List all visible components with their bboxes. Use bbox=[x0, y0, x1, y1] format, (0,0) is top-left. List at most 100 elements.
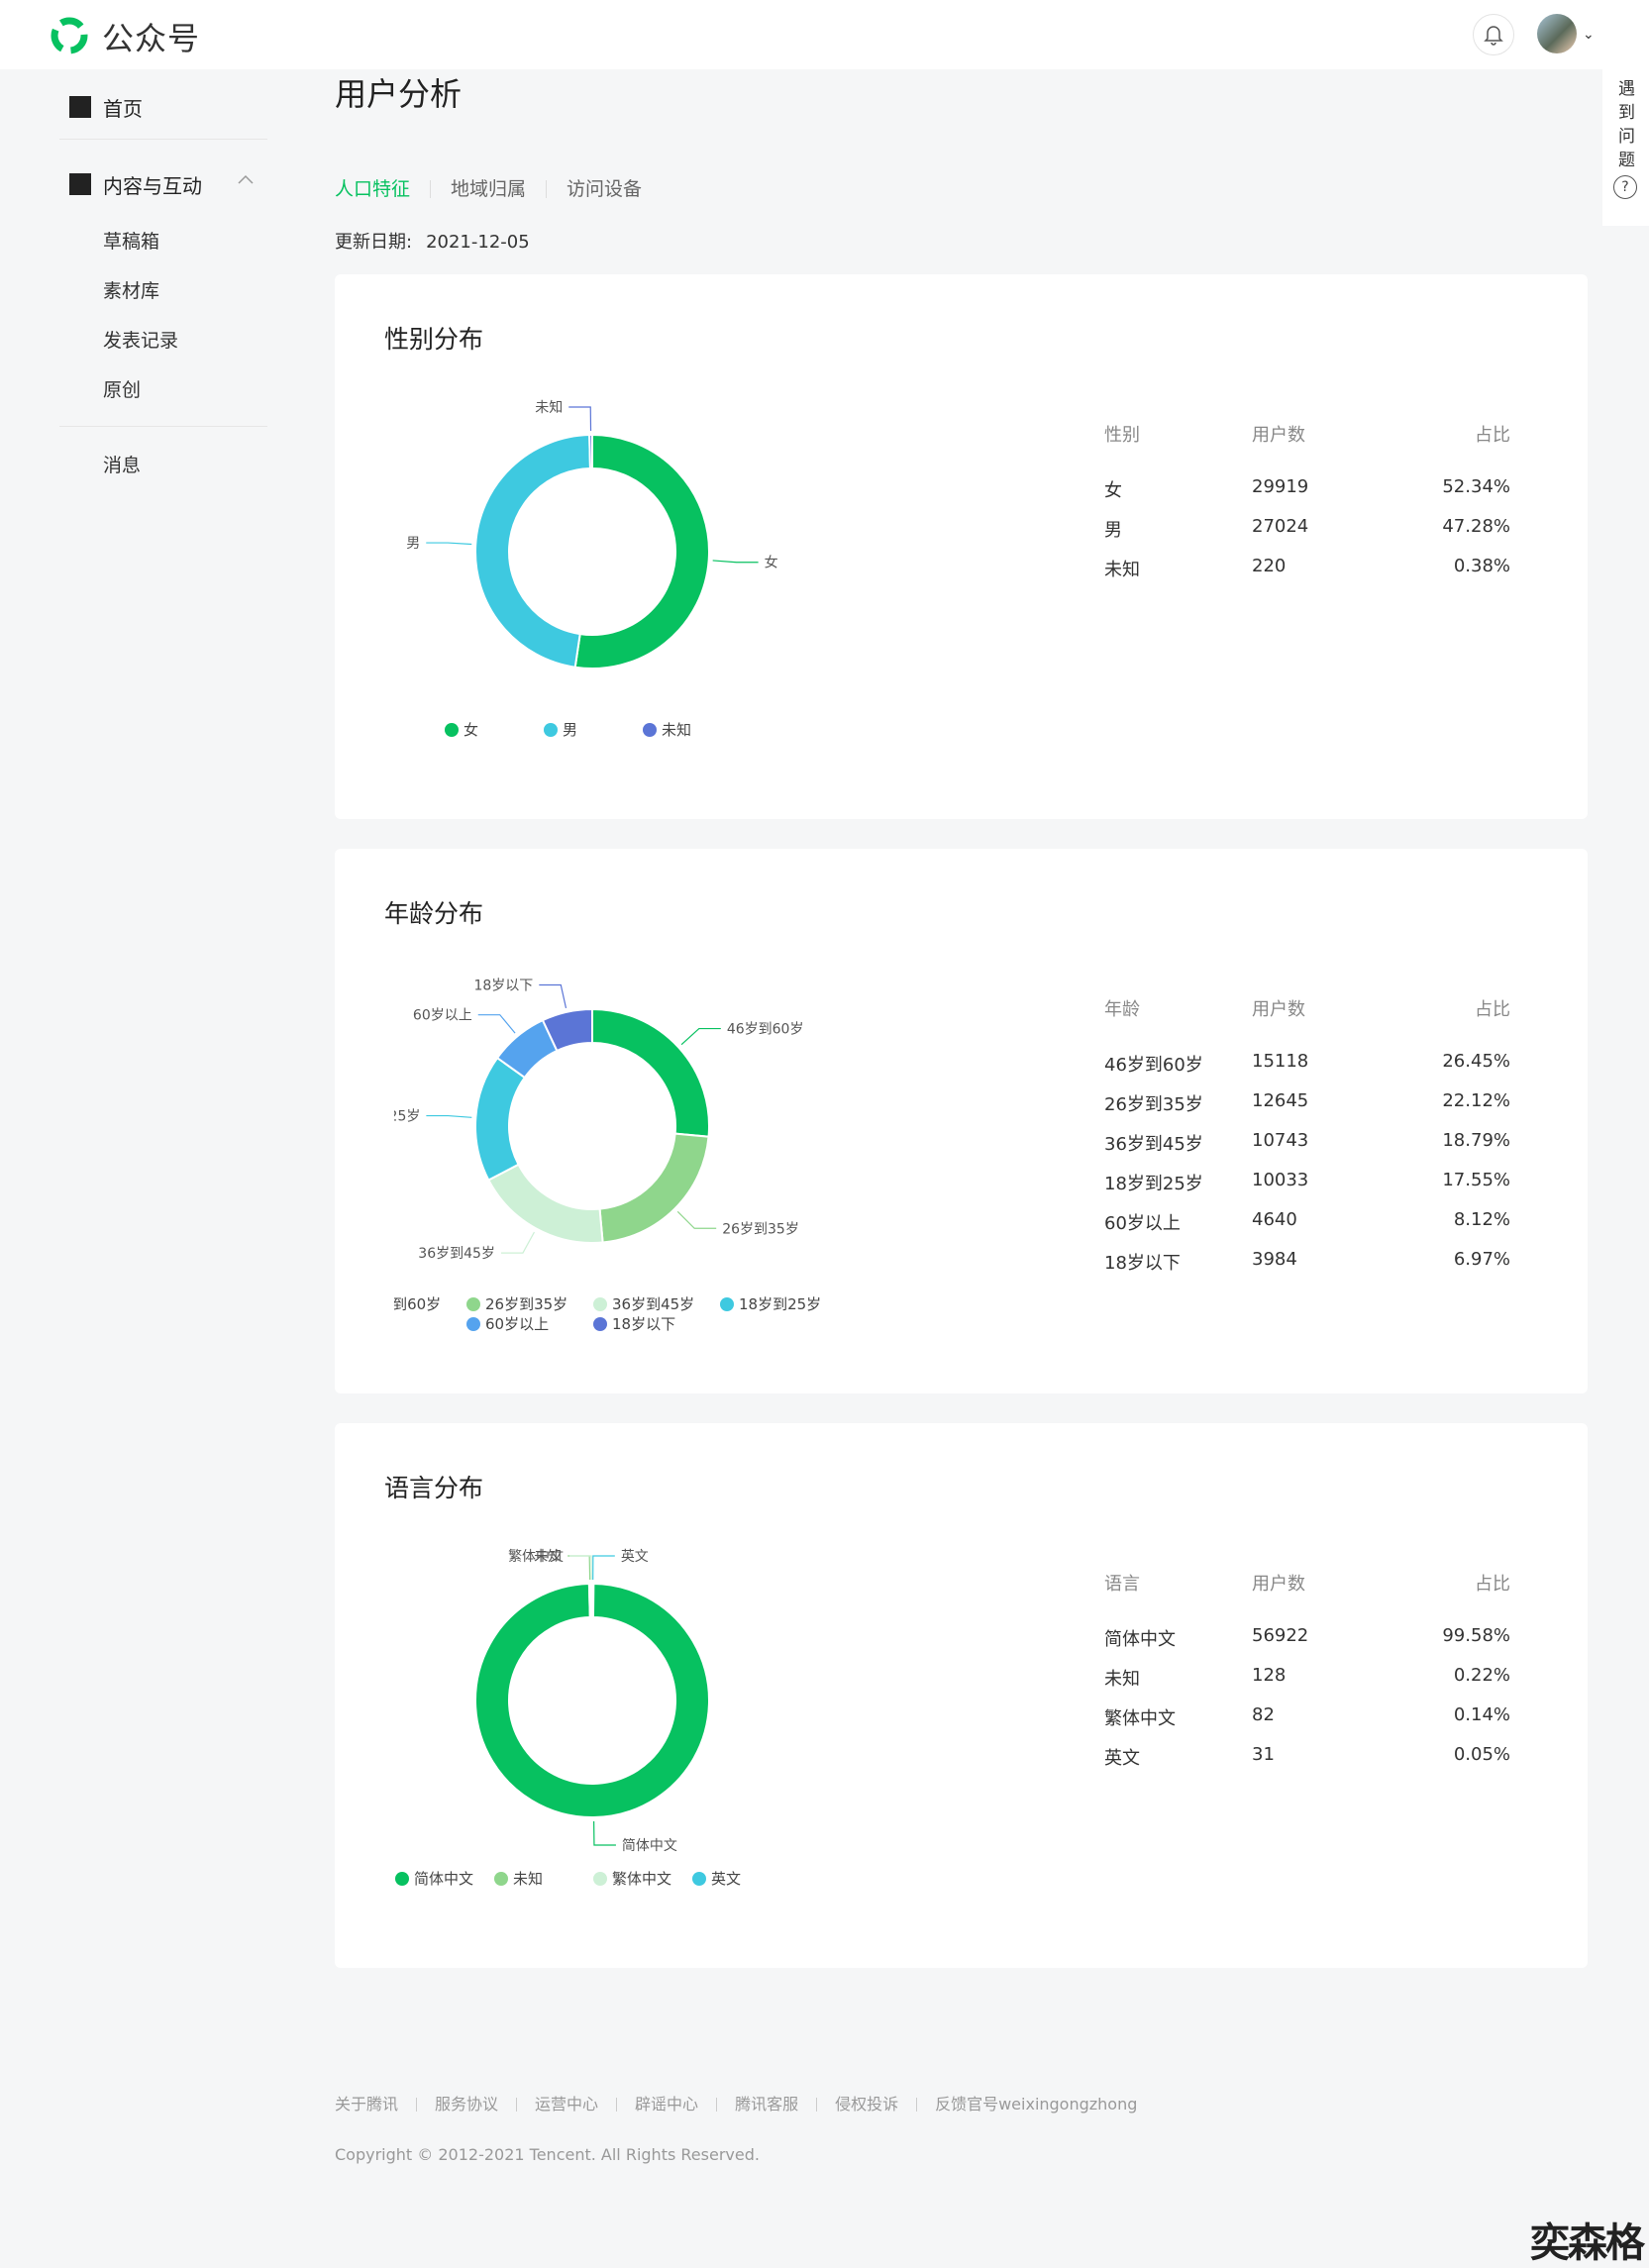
leader-line bbox=[592, 1555, 615, 1581]
slice-label: 60岁以上 bbox=[413, 1008, 472, 1024]
footer-link[interactable]: 腾讯客服 bbox=[716, 2097, 816, 2113]
sidebar-item-messages[interactable]: 消息 bbox=[103, 455, 142, 476]
cell: 3984 bbox=[1252, 1249, 1297, 1270]
copyright: Copyright © 2012-2021 Tencent. All Right… bbox=[335, 2145, 760, 2164]
legend-label[interactable]: 英文 bbox=[711, 1870, 741, 1888]
legend-dot[interactable] bbox=[720, 1297, 734, 1311]
tab-region[interactable]: 地域归属 bbox=[430, 180, 546, 199]
legend-label[interactable]: 女 bbox=[464, 721, 478, 739]
tab-demographics[interactable]: 人口特征 bbox=[335, 178, 411, 200]
divider bbox=[59, 426, 267, 427]
gender-table: 性别 用户数 占比 女 29919 52.34% 男 27024 47.28% 未知 22… bbox=[1104, 421, 1510, 595]
avatar[interactable] bbox=[1537, 14, 1577, 53]
age-donut-chart: 46岁到60岁26岁到35岁36岁到45岁18岁到25岁60岁以上18岁以下46… bbox=[394, 968, 820, 1364]
language-donut-chart: 简体中文 未知 繁体中文 英文 简体中文 未知 繁体中文 英文 bbox=[394, 1542, 820, 1938]
legend-dot[interactable] bbox=[445, 723, 459, 737]
cell: 31 bbox=[1252, 1744, 1275, 1765]
cell: 10743 bbox=[1252, 1130, 1309, 1151]
donut-slice[interactable] bbox=[590, 1582, 595, 1619]
legend-label[interactable]: 60岁以上 bbox=[485, 1315, 549, 1333]
legend-dot[interactable] bbox=[466, 1317, 480, 1331]
cell: 4640 bbox=[1252, 1209, 1297, 1230]
chevron-down-icon[interactable]: ⌄ bbox=[1583, 27, 1595, 43]
cell: 220 bbox=[1252, 556, 1287, 576]
col-header: 用户数 bbox=[1252, 1574, 1305, 1595]
sidebar-item-content-interaction[interactable]: 内容与互动 bbox=[69, 164, 254, 204]
footer-link[interactable]: 辟谣中心 bbox=[616, 2097, 716, 2113]
cell: 8.12% bbox=[1453, 1209, 1510, 1230]
legend-label[interactable]: 18岁以下 bbox=[612, 1315, 675, 1333]
cell: 未知 bbox=[1104, 560, 1140, 580]
col-header: 用户数 bbox=[1252, 425, 1305, 446]
footer-link[interactable]: 服务协议 bbox=[416, 2097, 516, 2113]
table-row: 26岁到35岁 12645 22.12% bbox=[1104, 1090, 1510, 1130]
leader-line bbox=[676, 1210, 717, 1229]
sidebar-item-materials[interactable]: 素材库 bbox=[103, 280, 160, 302]
legend-dot[interactable] bbox=[593, 1317, 607, 1331]
legend-label[interactable]: 18岁到25岁 bbox=[739, 1295, 820, 1313]
sidebar-item-publish-records[interactable]: 发表记录 bbox=[103, 330, 179, 352]
tab-devices[interactable]: 访问设备 bbox=[546, 180, 662, 199]
donut-slice[interactable] bbox=[573, 433, 710, 670]
language-card: 语言分布 简体中文 未知 繁体中文 英文 简体中文 未知 繁体中文 英文 语言 用户数 占比 … bbox=[335, 1423, 1588, 1968]
legend-dot[interactable] bbox=[593, 1872, 607, 1886]
legend-label[interactable]: 未知 bbox=[513, 1870, 543, 1888]
footer-link[interactable]: 反馈官号weixingongzhong bbox=[916, 2097, 1155, 2113]
donut-slice[interactable] bbox=[591, 1007, 710, 1138]
leader-line bbox=[500, 1231, 535, 1254]
cell: 29919 bbox=[1252, 476, 1309, 497]
legend-dot[interactable] bbox=[692, 1872, 706, 1886]
donut-slice[interactable] bbox=[474, 434, 591, 669]
sidebar-item-drafts[interactable]: 草稿箱 bbox=[103, 231, 160, 253]
footer-link[interactable]: 侵权投诉 bbox=[816, 2097, 916, 2113]
slice-label: 男 bbox=[406, 536, 420, 552]
chevron-up-icon[interactable] bbox=[236, 172, 256, 186]
donut-slice[interactable] bbox=[474, 1582, 710, 1818]
cell: 12645 bbox=[1252, 1090, 1309, 1111]
col-header: 占比 bbox=[1475, 425, 1510, 446]
donut-slice[interactable] bbox=[486, 1163, 604, 1244]
help-float-button[interactable]: 遇到问题 ? bbox=[1602, 69, 1649, 226]
table-row: 60岁以上 4640 8.12% bbox=[1104, 1209, 1510, 1249]
col-header: 占比 bbox=[1475, 1574, 1510, 1595]
wechat-mp-logo-icon[interactable] bbox=[48, 14, 91, 57]
cell: 0.22% bbox=[1453, 1665, 1510, 1686]
legend-label[interactable]: 36岁到45岁 bbox=[612, 1295, 694, 1313]
top-bar: 公众号 ⌄ bbox=[0, 0, 1649, 69]
table-row: 男 27024 47.28% bbox=[1104, 516, 1510, 556]
legend-dot[interactable] bbox=[593, 1297, 607, 1311]
sidebar-item-original[interactable]: 原创 bbox=[103, 379, 142, 401]
legend-dot[interactable] bbox=[466, 1297, 480, 1311]
sidebar-item-home[interactable]: 首页 bbox=[69, 87, 143, 127]
cell: 0.05% bbox=[1453, 1744, 1510, 1765]
cell: 128 bbox=[1252, 1665, 1287, 1686]
cell: 26.45% bbox=[1442, 1051, 1510, 1072]
brand-title[interactable]: 公众号 bbox=[102, 20, 201, 57]
legend-label[interactable]: 繁体中文 bbox=[612, 1870, 671, 1888]
table-row: 18岁以下 3984 6.97% bbox=[1104, 1249, 1510, 1289]
donut-slice[interactable] bbox=[588, 433, 593, 470]
cell: 82 bbox=[1252, 1704, 1275, 1725]
notification-bell-icon[interactable] bbox=[1473, 14, 1514, 55]
legend-dot[interactable] bbox=[643, 723, 657, 737]
legend-dot[interactable] bbox=[395, 1872, 409, 1886]
cell: 36岁到45岁 bbox=[1104, 1134, 1203, 1155]
legend-dot[interactable] bbox=[544, 723, 558, 737]
legend-label[interactable]: 简体中文 bbox=[414, 1870, 473, 1888]
footer-link[interactable]: 运营中心 bbox=[516, 2097, 616, 2113]
legend-label[interactable]: 26岁到35岁 bbox=[485, 1295, 567, 1313]
legend-label[interactable]: 46岁到60岁 bbox=[394, 1295, 441, 1313]
legend-label[interactable]: 未知 bbox=[662, 721, 691, 739]
legend-label[interactable]: 男 bbox=[563, 721, 577, 739]
donut-slice[interactable] bbox=[474, 1056, 527, 1182]
table-row: 46岁到60岁 15118 26.45% bbox=[1104, 1051, 1510, 1090]
legend-dot[interactable] bbox=[494, 1872, 508, 1886]
cell: 女 bbox=[1104, 480, 1122, 501]
cell: 18岁到25岁 bbox=[1104, 1174, 1203, 1194]
cell: 56922 bbox=[1252, 1625, 1309, 1646]
donut-slice[interactable] bbox=[541, 1007, 593, 1053]
footer-link[interactable]: 关于腾讯 bbox=[335, 2095, 399, 2113]
table-header: 性别 用户数 占比 bbox=[1104, 421, 1510, 476]
col-header: 年龄 bbox=[1104, 999, 1140, 1020]
gender-donut-chart: 女男未知女男未知 bbox=[394, 393, 820, 789]
